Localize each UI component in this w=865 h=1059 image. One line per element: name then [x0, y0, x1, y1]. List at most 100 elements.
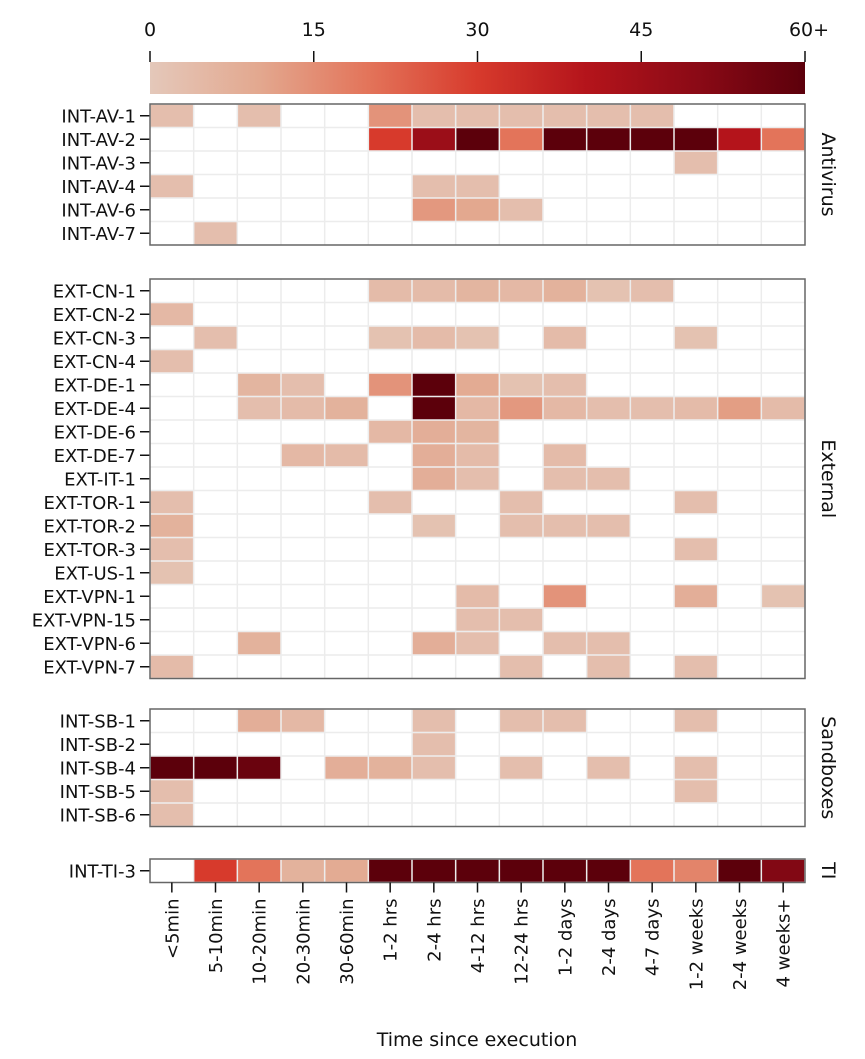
- colorbar-tick-label: 45: [629, 19, 653, 41]
- heatmap-cell: [674, 491, 717, 514]
- heatmap-cell: [543, 104, 586, 127]
- heatmap-cell: [631, 279, 674, 302]
- heatmap-cell: [194, 859, 237, 882]
- x-tick-label: 10-20min: [250, 899, 271, 985]
- heatmap-cell: [500, 397, 543, 420]
- heatmap-cell: [674, 151, 717, 174]
- heatmap-cell: [412, 514, 455, 537]
- heatmap-cell: [631, 128, 674, 151]
- heatmap-cell: [150, 538, 193, 561]
- heatmap-cell: [587, 655, 630, 678]
- heatmap-cell: [500, 491, 543, 514]
- heatmap-cell: [456, 608, 499, 631]
- heatmap-cell: [412, 756, 455, 779]
- heatmap-cell: [500, 655, 543, 678]
- group-label: Sandboxes: [817, 716, 839, 819]
- heatmap-cell: [281, 444, 324, 467]
- heatmap-cell: [674, 397, 717, 420]
- colorbar-tick-label: 30: [465, 19, 489, 41]
- row-label: EXT-TOR-3: [44, 540, 136, 561]
- heatmap-cell: [543, 444, 586, 467]
- x-tick-label: 4-12 hrs: [468, 899, 489, 974]
- heatmap-cell: [412, 279, 455, 302]
- heatmap-cell: [456, 279, 499, 302]
- heatmap-cell: [587, 859, 630, 882]
- colorbar: 0 15 30 45 60+: [144, 19, 829, 94]
- row-label: INT-SB-6: [60, 805, 136, 826]
- row-label: INT-TI-3: [69, 861, 136, 882]
- heatmap-cell: [456, 175, 499, 198]
- heatmap-cell: [500, 859, 543, 882]
- heatmap-cell: [674, 859, 717, 882]
- heatmap-cell: [238, 632, 281, 655]
- heatmap-cell: [674, 585, 717, 608]
- heatmap-cell: [369, 373, 412, 396]
- heatmap-cell: [587, 397, 630, 420]
- row-label: INT-AV-1: [61, 106, 136, 127]
- heatmap-cell: [543, 128, 586, 151]
- heatmap-cell: [543, 467, 586, 490]
- heatmap-cell: [587, 467, 630, 490]
- heatmap-cell: [456, 104, 499, 127]
- colorbar-gradient: [150, 62, 805, 94]
- row-label: EXT-CN-3: [53, 328, 136, 349]
- x-tick-label: 2-4 weeks: [730, 899, 751, 991]
- row-label: EXT-TOR-2: [44, 516, 136, 537]
- heatmap-cell: [194, 326, 237, 349]
- heatmap-cell: [369, 326, 412, 349]
- row-label: EXT-US-1: [54, 563, 136, 584]
- row-label: EXT-CN-2: [53, 305, 136, 326]
- heatmap-cell: [456, 420, 499, 443]
- row-label: INT-AV-2: [61, 130, 136, 151]
- heatmap-cell: [543, 585, 586, 608]
- heatmap-cell: [369, 128, 412, 151]
- heatmap-cell: [674, 128, 717, 151]
- heatmap-cell: [587, 632, 630, 655]
- heatmap-cell: [150, 491, 193, 514]
- row-label: EXT-DE-6: [54, 422, 136, 443]
- heatmap-cell: [369, 756, 412, 779]
- heatmap-cell: [762, 859, 805, 882]
- heatmap-cell: [456, 397, 499, 420]
- heatmap-cell: [456, 859, 499, 882]
- heatmap-cell: [238, 373, 281, 396]
- heatmap-cell: [674, 655, 717, 678]
- heatmap-cell: [150, 104, 193, 127]
- heatmap-cell: [281, 859, 324, 882]
- heatmap-cell: [281, 397, 324, 420]
- heatmap-cell: [150, 514, 193, 537]
- heatmap-cell: [631, 397, 674, 420]
- heatmap-cell: [674, 780, 717, 803]
- heatmap-cell: [543, 279, 586, 302]
- row-label: EXT-TOR-1: [44, 493, 136, 514]
- heatmap-cell: [150, 803, 193, 826]
- group-label: TI: [817, 861, 839, 879]
- heatmap-cell: [369, 859, 412, 882]
- x-tick-label: 1-2 hrs: [381, 899, 402, 962]
- heatmap-cell: [674, 709, 717, 732]
- heatmap-cell: [456, 326, 499, 349]
- heatmap-cell: [543, 709, 586, 732]
- heatmap-cell: [500, 128, 543, 151]
- heatmap-cell: [412, 444, 455, 467]
- heatmap-cell: [412, 709, 455, 732]
- heatmap-cell: [543, 859, 586, 882]
- heatmap-cell: [369, 104, 412, 127]
- heatmap-cell: [369, 279, 412, 302]
- heatmap-cell: [674, 756, 717, 779]
- panel-ti: INT-TI-3 TI: [69, 858, 839, 884]
- heatmap-cell: [238, 756, 281, 779]
- heatmap-cell: [500, 198, 543, 221]
- heatmap-cell: [412, 104, 455, 127]
- heatmap-cell: [369, 491, 412, 514]
- row-label: EXT-CN-1: [53, 281, 136, 302]
- heatmap-cell: [412, 128, 455, 151]
- heatmap-cell: [194, 222, 237, 245]
- heatmap-cell: [674, 326, 717, 349]
- group-label: Antivirus: [817, 132, 839, 216]
- heatmap-cell: [456, 444, 499, 467]
